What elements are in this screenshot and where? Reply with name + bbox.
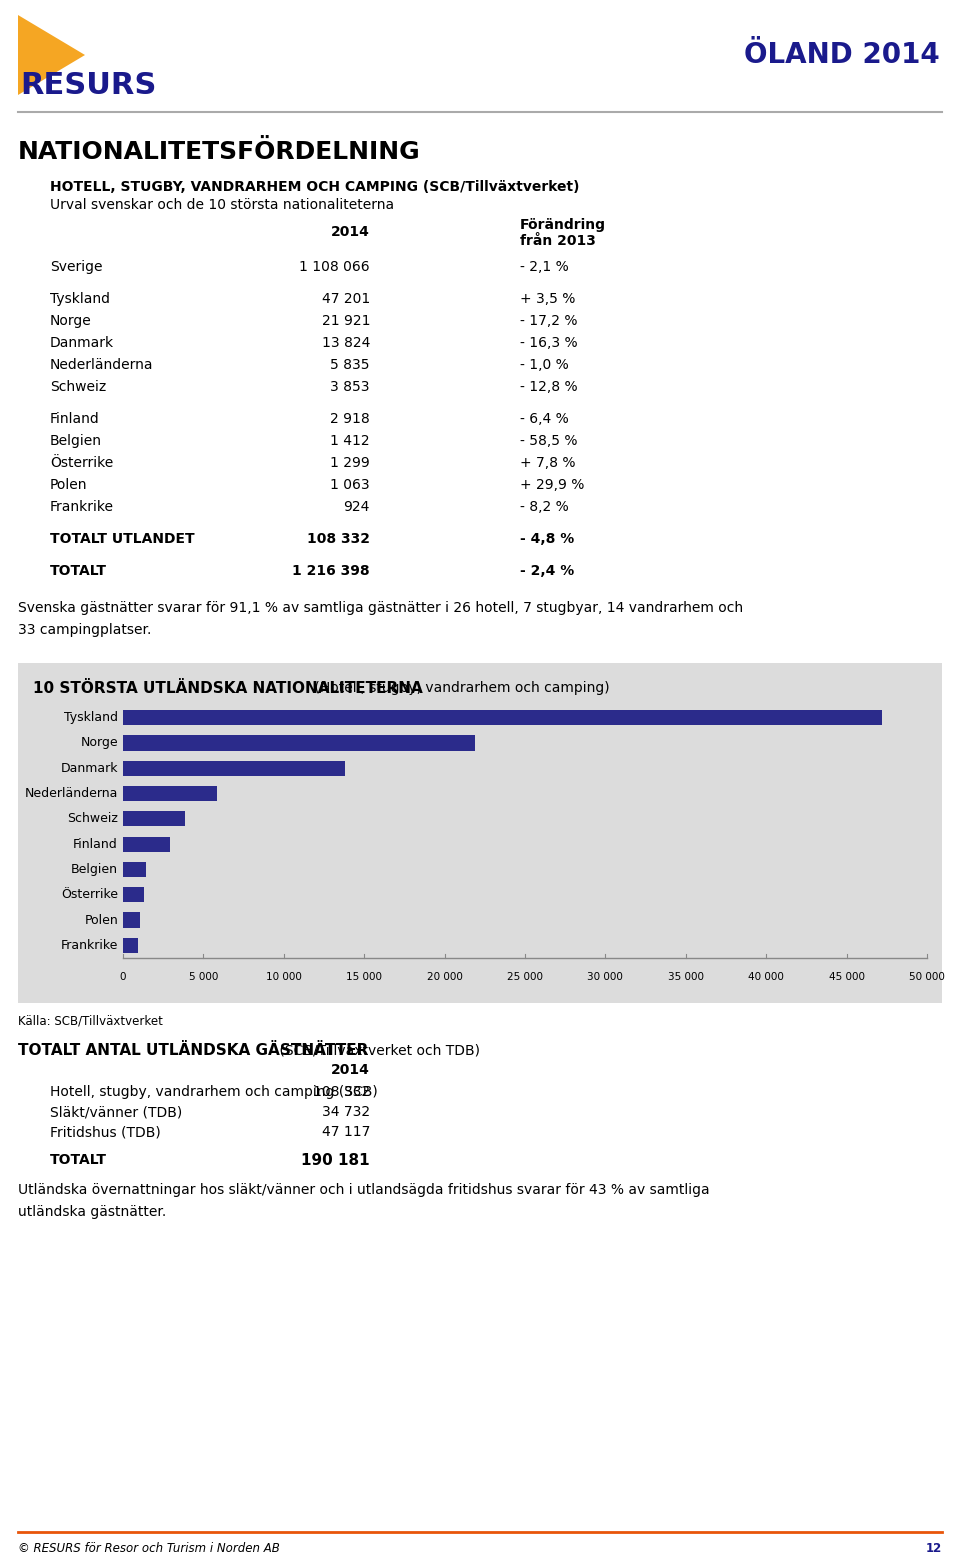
- Text: 30 000: 30 000: [588, 972, 623, 982]
- Bar: [123, 761, 346, 776]
- Text: 5 835: 5 835: [330, 358, 370, 372]
- Text: TOTALT UTLANDET: TOTALT UTLANDET: [50, 532, 195, 546]
- Text: (SCB/Tillväxtverket och TDB): (SCB/Tillväxtverket och TDB): [276, 1043, 480, 1057]
- Text: © RESURS för Resor och Turism i Norden AB: © RESURS för Resor och Turism i Norden A…: [18, 1542, 279, 1554]
- Bar: [18, 663, 942, 1004]
- Text: Fritidshus (TDB): Fritidshus (TDB): [50, 1125, 160, 1139]
- Text: Schweiz: Schweiz: [50, 380, 107, 394]
- Text: Norge: Norge: [50, 314, 92, 328]
- Text: + 3,5 %: + 3,5 %: [520, 293, 575, 307]
- Polygon shape: [18, 16, 85, 95]
- Text: Polen: Polen: [50, 478, 87, 492]
- Text: Urval svenskar och de 10 största nationaliteterna: Urval svenskar och de 10 största nationa…: [50, 198, 395, 212]
- Text: Belgien: Belgien: [71, 864, 118, 876]
- Text: Källa: SCB/Tillväxtverket: Källa: SCB/Tillväxtverket: [18, 1015, 163, 1029]
- Text: 21 921: 21 921: [322, 314, 370, 328]
- Bar: [123, 912, 140, 927]
- Text: ÖLAND 2014: ÖLAND 2014: [744, 40, 940, 68]
- Text: 2014: 2014: [331, 1063, 370, 1077]
- Text: 35 000: 35 000: [668, 972, 704, 982]
- Text: Danmark: Danmark: [50, 336, 114, 350]
- Bar: [123, 862, 146, 878]
- Text: 25 000: 25 000: [507, 972, 543, 982]
- Text: NATIONALITETSFÖRDELNING: NATIONALITETSFÖRDELNING: [18, 140, 420, 163]
- Text: 3 853: 3 853: [330, 380, 370, 394]
- Text: 12: 12: [925, 1542, 942, 1554]
- Text: - 17,2 %: - 17,2 %: [520, 314, 578, 328]
- Text: Hotell, stugby, vandrarhem och camping (SCB): Hotell, stugby, vandrarhem och camping (…: [50, 1085, 377, 1099]
- Text: 50 000: 50 000: [909, 972, 945, 982]
- Text: Sverige: Sverige: [50, 260, 103, 274]
- Bar: [123, 811, 185, 826]
- Text: RESURS: RESURS: [20, 72, 156, 100]
- Text: Frankrike: Frankrike: [60, 938, 118, 952]
- Bar: [123, 938, 138, 952]
- Text: 2 918: 2 918: [330, 412, 370, 426]
- Text: - 4,8 %: - 4,8 %: [520, 532, 574, 546]
- Text: - 16,3 %: - 16,3 %: [520, 336, 578, 350]
- Text: 34 732: 34 732: [322, 1105, 370, 1119]
- Bar: [123, 887, 144, 902]
- Text: TOTALT: TOTALT: [50, 1153, 107, 1167]
- Bar: [123, 736, 475, 750]
- Text: + 7,8 %: + 7,8 %: [520, 456, 575, 470]
- Text: 1 412: 1 412: [330, 434, 370, 448]
- Text: 20 000: 20 000: [426, 972, 463, 982]
- Text: Finland: Finland: [50, 412, 100, 426]
- Text: 190 181: 190 181: [301, 1153, 370, 1169]
- Text: - 58,5 %: - 58,5 %: [520, 434, 578, 448]
- Text: 47 117: 47 117: [322, 1125, 370, 1139]
- Text: 33 campingplatser.: 33 campingplatser.: [18, 622, 152, 636]
- Text: 15 000: 15 000: [347, 972, 382, 982]
- Text: Finland: Finland: [73, 837, 118, 851]
- Bar: [123, 786, 217, 801]
- Text: - 6,4 %: - 6,4 %: [520, 412, 568, 426]
- Text: 5 000: 5 000: [189, 972, 218, 982]
- Text: Frankrike: Frankrike: [50, 499, 114, 513]
- Text: Släkt/vänner (TDB): Släkt/vänner (TDB): [50, 1105, 182, 1119]
- Text: utländska gästnätter.: utländska gästnätter.: [18, 1204, 166, 1218]
- Bar: [123, 710, 882, 725]
- Text: 10 STÖRSTA UTLÄNDSKA NATIONALITETERNA: 10 STÖRSTA UTLÄNDSKA NATIONALITETERNA: [33, 682, 422, 696]
- Text: Utländska övernattningar hos släkt/vänner och i utlandsägda fritidshus svarar fö: Utländska övernattningar hos släkt/vänne…: [18, 1183, 709, 1197]
- Text: Förändring
från 2013: Förändring från 2013: [520, 218, 606, 249]
- Text: - 2,1 %: - 2,1 %: [520, 260, 568, 274]
- Text: Norge: Norge: [81, 736, 118, 750]
- Text: 0: 0: [120, 972, 127, 982]
- Text: Österrike: Österrike: [50, 456, 113, 470]
- Text: TOTALT ANTAL UTLÄNDSKA GÄSTNÄTTER: TOTALT ANTAL UTLÄNDSKA GÄSTNÄTTER: [18, 1043, 369, 1058]
- Text: Nederländerna: Nederländerna: [50, 358, 154, 372]
- Bar: [123, 837, 170, 851]
- Text: 1 299: 1 299: [330, 456, 370, 470]
- Text: 108 332: 108 332: [313, 1085, 370, 1099]
- Text: - 12,8 %: - 12,8 %: [520, 380, 578, 394]
- Text: 13 824: 13 824: [322, 336, 370, 350]
- Text: Österrike: Österrike: [61, 888, 118, 901]
- Text: + 29,9 %: + 29,9 %: [520, 478, 585, 492]
- Text: 108 332: 108 332: [307, 532, 370, 546]
- Text: Danmark: Danmark: [60, 762, 118, 775]
- Text: 40 000: 40 000: [748, 972, 784, 982]
- Text: Tyskland: Tyskland: [50, 293, 110, 307]
- Text: 45 000: 45 000: [828, 972, 865, 982]
- Text: TOTALT: TOTALT: [50, 563, 107, 577]
- Text: Schweiz: Schweiz: [67, 812, 118, 825]
- Text: Nederländerna: Nederländerna: [25, 787, 118, 800]
- Text: 10 000: 10 000: [266, 972, 301, 982]
- Text: 924: 924: [344, 499, 370, 513]
- Text: Belgien: Belgien: [50, 434, 102, 448]
- Text: 1 216 398: 1 216 398: [293, 563, 370, 577]
- Text: 1 063: 1 063: [330, 478, 370, 492]
- Text: Tyskland: Tyskland: [64, 711, 118, 724]
- Text: - 2,4 %: - 2,4 %: [520, 563, 574, 577]
- Text: 1 108 066: 1 108 066: [300, 260, 370, 274]
- Text: 2014: 2014: [331, 226, 370, 240]
- Text: Polen: Polen: [84, 913, 118, 926]
- Text: - 8,2 %: - 8,2 %: [520, 499, 568, 513]
- Text: Svenska gästnätter svarar för 91,1 % av samtliga gästnätter i 26 hotell, 7 stugb: Svenska gästnätter svarar för 91,1 % av …: [18, 601, 743, 615]
- Text: HOTELL, STUGBY, VANDRARHEM OCH CAMPING (SCB/Tillväxtverket): HOTELL, STUGBY, VANDRARHEM OCH CAMPING (…: [50, 180, 580, 194]
- Text: - 1,0 %: - 1,0 %: [520, 358, 568, 372]
- Text: (Hotell, stugby, vandrarhem och camping): (Hotell, stugby, vandrarhem och camping): [310, 682, 611, 696]
- Text: 47 201: 47 201: [322, 293, 370, 307]
